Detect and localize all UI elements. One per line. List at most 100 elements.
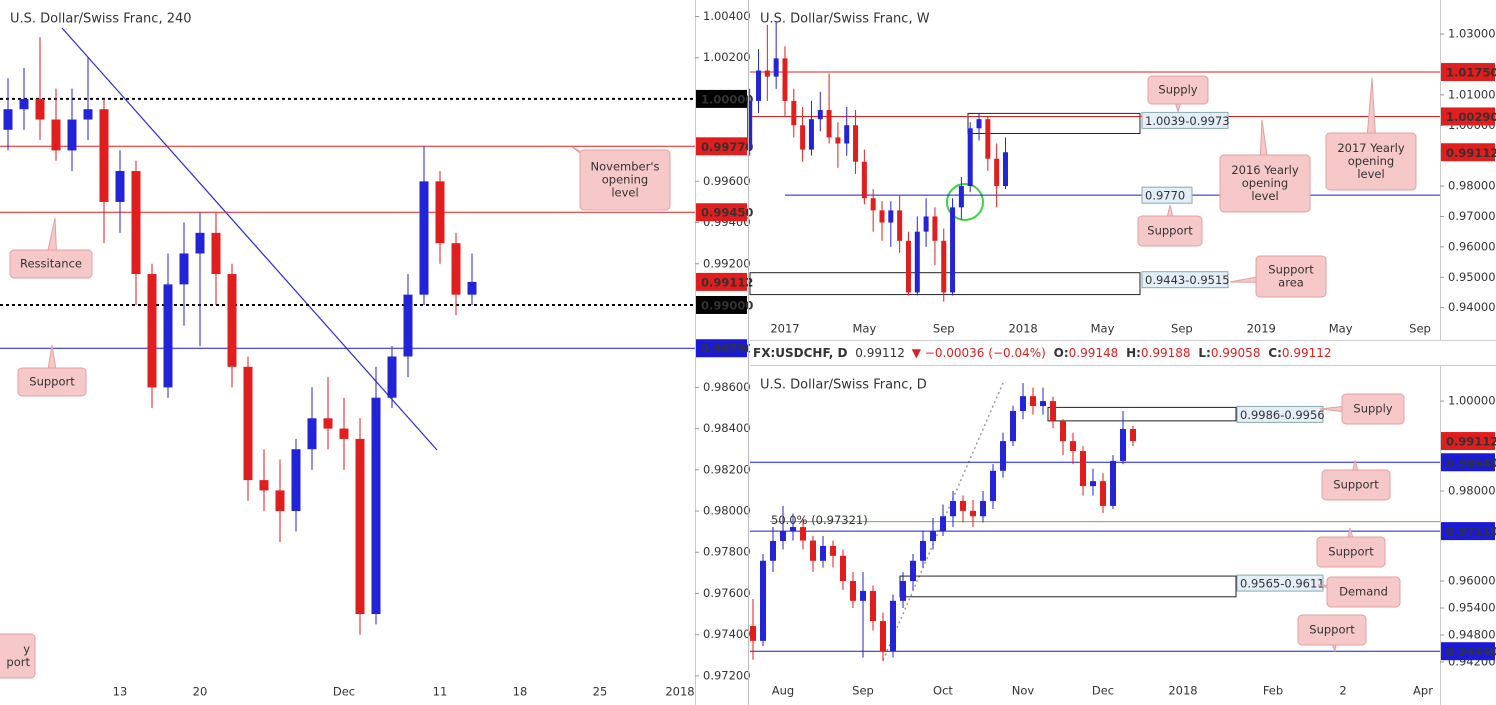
candle-body <box>910 560 916 582</box>
candle-body <box>83 109 93 120</box>
y-tick-label: 0.94000 <box>1448 300 1496 314</box>
y-tick-label: 0.97000 <box>1448 209 1496 223</box>
candle-body <box>900 581 906 601</box>
x-tick-label: Aug <box>772 684 794 698</box>
y-tick-label: 1.00200 <box>703 50 751 64</box>
ohlc-label: H: <box>1126 346 1141 360</box>
candle-body <box>1040 401 1046 407</box>
price-tag-label: 1.00290 <box>1446 110 1496 124</box>
candle-body <box>1000 441 1006 471</box>
callout-fill <box>1328 578 1399 606</box>
level-tag-label: 0.9770 <box>1145 189 1185 203</box>
price-tag-label: 0.99770 <box>701 140 753 154</box>
callout-fill <box>19 369 85 395</box>
candle-body <box>782 58 788 101</box>
candle-body <box>419 181 429 295</box>
y-tick-label: 0.98000 <box>1448 484 1496 498</box>
candle-body <box>756 70 762 101</box>
candle-body <box>773 58 779 77</box>
candle-body <box>1100 481 1106 506</box>
x-tick-label: May <box>852 322 876 336</box>
x-tick-label: May <box>1329 322 1353 336</box>
callout-fill <box>11 251 91 277</box>
price-tag <box>1441 63 1495 82</box>
candle-body <box>99 109 109 202</box>
candle-body <box>890 600 896 652</box>
callout-text: 2016 Yearly <box>1231 163 1298 177</box>
candle-body <box>940 516 946 532</box>
candle-body <box>923 216 929 232</box>
candle-body <box>1030 396 1036 407</box>
callout-text: Support <box>29 375 75 389</box>
candle-body <box>1110 460 1116 506</box>
candle-body <box>147 274 157 388</box>
candle-body <box>387 356 397 398</box>
candle-body <box>51 119 61 151</box>
candle-body <box>888 210 894 223</box>
candle-body <box>930 531 936 541</box>
candle-body <box>861 161 867 199</box>
x-tick-label: Oct <box>933 684 953 698</box>
y-tick-label: 0.99200 <box>703 256 751 270</box>
callout-text: opening <box>1242 176 1288 190</box>
candle-body <box>1020 396 1026 411</box>
candle-body <box>307 418 317 450</box>
candle-body <box>980 500 986 517</box>
candle-body <box>1070 441 1076 452</box>
candle-body <box>371 397 381 615</box>
candle-body <box>920 540 926 561</box>
candle-body <box>1130 428 1136 442</box>
ohlc-label: O: <box>1054 346 1069 360</box>
y-tick-label: 0.95400 <box>1448 601 1496 615</box>
price-tag <box>1441 432 1495 451</box>
x-tick-label: 2018 <box>1008 322 1037 336</box>
candle-body <box>800 527 806 541</box>
candle-body <box>840 555 846 582</box>
callout-fill <box>1299 616 1365 644</box>
callout-text: Demand <box>1339 585 1388 599</box>
candle-body <box>958 186 964 208</box>
y-tick-label: 0.98000 <box>703 504 751 518</box>
candle-body <box>960 500 966 511</box>
y-tick-label: 0.97800 <box>703 545 751 559</box>
candle-body <box>860 590 866 601</box>
x-tick-label: Sep <box>1409 322 1431 336</box>
candle-body <box>163 284 173 388</box>
ticker: FX:USDCHF, D 0.99112 ▼ −0.00036 (−0.04%)… <box>753 346 1332 360</box>
candle-body <box>1010 410 1016 442</box>
price-tag <box>1441 143 1495 162</box>
y-tick-label: 0.97400 <box>703 627 751 641</box>
candle-body <box>211 232 221 275</box>
zone <box>1047 406 1237 422</box>
zone-label: 0.9986-0.9956 <box>1240 408 1325 422</box>
candle-body <box>3 109 13 130</box>
price-tag-label: 0.98790 <box>701 342 753 356</box>
price-tag-label: 1.00000 <box>701 92 753 106</box>
x-tick-label: 25 <box>593 685 608 699</box>
y-tick-label: 0.96000 <box>1448 574 1496 588</box>
x-tick-label: Feb <box>1263 684 1283 698</box>
price-tag <box>696 89 747 108</box>
price-tag <box>1441 107 1495 126</box>
price-tag <box>1441 642 1495 661</box>
candle-body <box>195 232 205 254</box>
price-tag-label: 0.99112 <box>1446 146 1496 160</box>
callout-text: November's <box>591 160 660 174</box>
callout-text: level <box>1251 189 1278 203</box>
callout-text: port <box>6 655 30 669</box>
callout-text: level <box>611 186 638 200</box>
y-tick-label: 1.00000 <box>1448 394 1496 408</box>
callout-text: Support <box>1268 263 1314 277</box>
zone-tag <box>1236 574 1324 592</box>
candle-body <box>35 98 45 120</box>
price-tag <box>696 272 747 291</box>
level-tag <box>1141 186 1193 204</box>
candle-body <box>880 621 886 652</box>
x-tick-label: 2018 <box>665 685 694 699</box>
ticker-bar <box>750 340 1496 365</box>
candle-body <box>950 500 956 517</box>
y-tick-label: 0.98400 <box>703 421 751 435</box>
callout-fill <box>1323 471 1389 499</box>
